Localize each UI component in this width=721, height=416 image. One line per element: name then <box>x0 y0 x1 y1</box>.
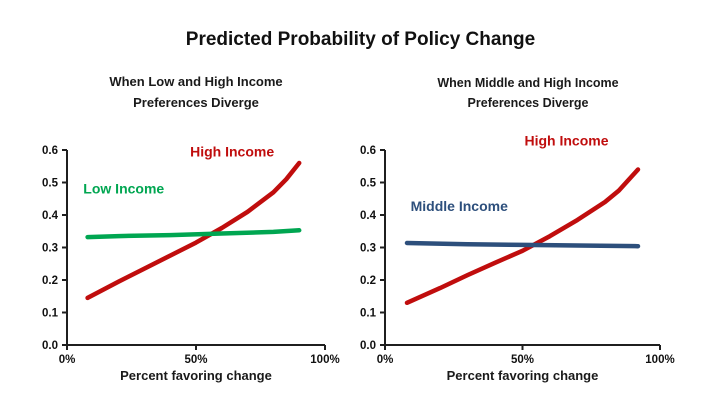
y-tick-label: 0.4 <box>42 210 59 222</box>
left-chart-subtitle: When Low and High Income Preferences Div… <box>40 71 352 113</box>
y-tick-label: 0.5 <box>360 178 377 190</box>
y-tick-label: 0.5 <box>42 178 59 190</box>
left-chart-plot: 0.0 0.1 0.2 0.3 0.4 0.5 0.6 0% 50% 100% High Incom… <box>42 144 340 366</box>
right-chart-subtitle: When Middle and High Income Preferences … <box>370 73 686 113</box>
y-tick-label: 0.6 <box>360 145 376 157</box>
right-chart-x-axis-label: Percent favoring change <box>446 368 599 383</box>
x-tick-label: 50% <box>184 354 207 366</box>
right-chart-plot: 0.0 0.1 0.2 0.3 0.4 0.5 0.6 0% 50% 100% High Incom… <box>360 132 675 366</box>
series-label-middle-income: Middle Income <box>411 198 508 214</box>
y-tick-label: 0.6 <box>42 145 58 157</box>
left-chart: 0.0 0.1 0.2 0.3 0.4 0.5 0.6 0% 50% 100% High Incom… <box>25 132 340 407</box>
x-tick-label: 0% <box>377 354 394 366</box>
y-tick-label: 0.4 <box>360 210 377 222</box>
series-label-high-income: High Income <box>190 144 274 160</box>
right-chart: 0.0 0.1 0.2 0.3 0.4 0.5 0.6 0% 50% 100% High Incom… <box>343 132 683 407</box>
series-label-low-income: Low Income <box>83 180 164 196</box>
x-tick-label: 50% <box>511 354 534 366</box>
y-tick-label: 0.2 <box>360 275 376 287</box>
y-tick-label: 0.3 <box>360 243 376 255</box>
y-tick-label: 0.2 <box>42 275 58 287</box>
right-chart-subtitle-line1: When Middle and High Income <box>437 76 619 90</box>
left-chart-subtitle-line2: Preferences Diverge <box>133 95 259 110</box>
series-label-high-income: High Income <box>524 132 608 148</box>
right-chart-subtitle-line2: Preferences Diverge <box>467 96 589 110</box>
series-line-middle-income <box>404 240 641 249</box>
y-tick-label: 0.1 <box>42 308 59 320</box>
x-tick-label: 100% <box>645 354 674 366</box>
y-tick-label: 0.0 <box>360 340 376 352</box>
series-line-high-income <box>404 167 641 306</box>
y-tick-label: 0.3 <box>42 243 58 255</box>
series-line-low-income <box>85 228 302 240</box>
y-tick-label: 0.0 <box>42 340 58 352</box>
figure-title: Predicted Probability of Policy Change <box>185 29 536 50</box>
left-chart-subtitle-line1: When Low and High Income <box>109 74 283 89</box>
x-tick-label: 0% <box>59 354 76 366</box>
y-tick-label: 0.1 <box>360 308 377 320</box>
x-tick-label: 100% <box>310 354 339 366</box>
left-chart-x-axis-label: Percent favoring change <box>120 368 272 383</box>
